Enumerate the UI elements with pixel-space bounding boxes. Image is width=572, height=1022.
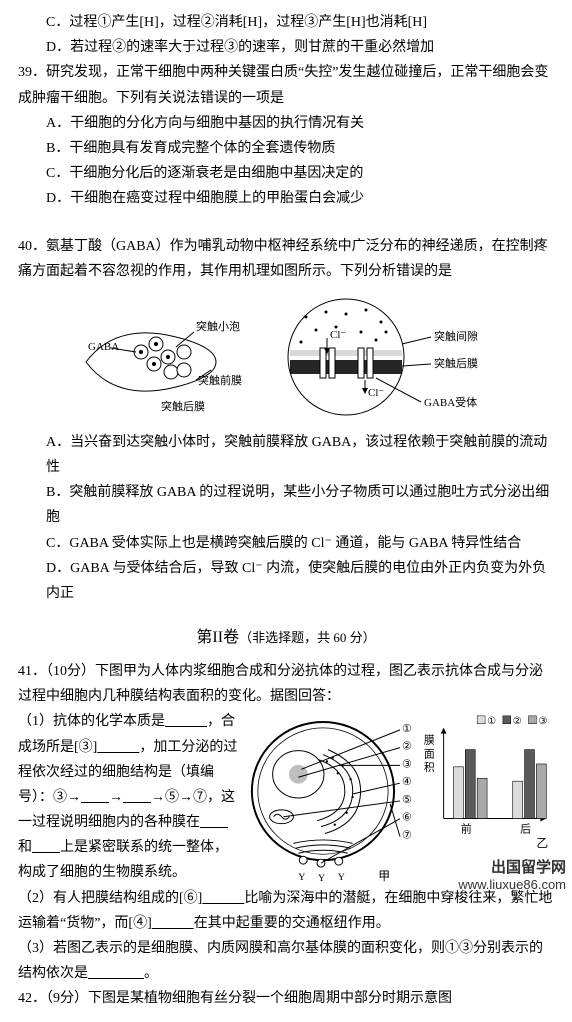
svg-text:⑤: ⑤: [402, 794, 412, 806]
svg-text:甲: 甲: [378, 869, 390, 883]
q40-option-a: A．当兴奋到达突触小体时，突触前膜释放 GABA，该过程依赖于突触前膜的流动性: [18, 430, 554, 480]
q40: 40．氨基丁酸（GABA）作为哺乳动物中枢神经系统中广泛分布的神经递质，在控制疼…: [18, 234, 554, 284]
q40-diagram: GABA 突触小泡 突触前膜 突触后膜 Cl⁻ Cl⁻ 突触间隙 突触后膜 GA…: [76, 292, 496, 422]
svg-text:③: ③: [538, 716, 547, 727]
svg-text:④: ④: [402, 777, 412, 789]
q38-option-c: C．过程①产生[H]，过程②消耗[H]，过程③产生[H]也消耗[H]: [18, 10, 554, 35]
section2-title: 第II卷（非选择题，共 60 分）: [18, 624, 554, 653]
label-pre-mem: 突触前膜: [198, 373, 242, 387]
q39-option-a: A．干细胞的分化方向与细胞中基因的执行情况有关: [18, 111, 554, 136]
svg-text:②: ②: [402, 741, 412, 753]
svg-text:积: 积: [424, 761, 435, 774]
q41-num: 41．: [18, 664, 46, 679]
q39-stem: 研究发现，正常干细胞中两种关键蛋白质“失控”发生越位碰撞后，正常干细胞会变成肿瘤…: [18, 65, 548, 105]
q40-option-c: C．GABA 受体实际上也是横跨突触后膜的 Cl⁻ 通道，能与 GABA 特异性…: [18, 531, 554, 556]
q42-num: 42．: [18, 991, 46, 1006]
svg-text:①: ①: [402, 723, 412, 735]
q38-option-d: D．若过程②的速率大于过程③的速率，则甘蔗的干重必然增加: [18, 35, 554, 60]
label-post-mem-l: 突触后膜: [161, 399, 205, 413]
svg-text:后: 后: [520, 823, 531, 836]
q39-option-c: C．干细胞分化后的逐渐衰老是由细胞中基因决定的: [18, 161, 554, 186]
q39: 39．研究发现，正常干细胞中两种关键蛋白质“失控”发生越位碰撞后，正常干细胞会变…: [18, 60, 554, 110]
q42-points: （9分）: [46, 991, 88, 1006]
label-receptor: GABA受体: [424, 395, 477, 409]
label-post-mem-r: 突触后膜: [434, 356, 478, 370]
q40-num: 40．: [18, 239, 46, 254]
q42: 42．（9分）下图是某植物细胞有丝分裂一个细胞周期中部分时期示意图: [18, 986, 554, 1011]
q39-option-b: B．干细胞具有发育成完整个体的全套遗传物质: [18, 136, 554, 161]
svg-text:乙: 乙: [536, 836, 548, 850]
svg-text:Y: Y: [338, 872, 345, 883]
label-cleft: 突触间隙: [434, 329, 478, 343]
svg-text:面: 面: [424, 749, 435, 761]
q40-stem: 氨基丁酸（GABA）作为哺乳动物中枢神经系统中广泛分布的神经递质，在控制疼痛方面…: [18, 239, 548, 279]
svg-text:Y: Y: [318, 873, 325, 884]
q41-p3: （3）若图乙表示的是细胞膜、内质网膜和高尔基体膜的面积变化，则①③分别表示的结构…: [18, 936, 554, 986]
q41-cell-diagram: Y Y Y ① ② ③ ④ ⑤ ⑥ ⑦ 甲: [244, 709, 412, 884]
q41-text: （1）抗体的化学本质是 ，合成场所是[③] ，加工分泌的过程依次经过的细胞结构是…: [18, 709, 238, 885]
q39-num: 39．: [18, 65, 46, 80]
q41-points: （10分）: [46, 664, 95, 679]
svg-text:⑥: ⑥: [402, 812, 412, 824]
svg-text:①: ①: [487, 716, 496, 727]
label-cl-top: Cl⁻: [330, 329, 346, 341]
q39-option-d: D．干细胞在癌变过程中细胞膜上的甲胎蛋白会减少: [18, 186, 554, 211]
q41-stem: 41．（10分）下图甲为人体内浆细胞合成和分泌抗体的过程，图乙表示抗体合成与分泌…: [18, 659, 554, 709]
svg-text:Y: Y: [298, 872, 305, 883]
label-gaba-left: GABA: [88, 341, 119, 353]
svg-text:膜: 膜: [424, 734, 435, 747]
q40-option-d: D．GABA 与受体结合后，导致 Cl⁻ 内流，使突触后膜的电位由外正内负变为外…: [18, 556, 554, 606]
svg-text:前: 前: [461, 822, 472, 836]
q41-bar-chart: 膜面积前 后 ① ② ③ 乙: [416, 709, 554, 854]
svg-text:⑦: ⑦: [402, 830, 412, 842]
svg-text:③: ③: [402, 759, 412, 771]
svg-text:②: ②: [513, 716, 522, 727]
label-cl-bot: Cl⁻: [368, 387, 384, 399]
label-vesicle: 突触小泡: [196, 319, 240, 333]
q40-option-b: B．突触前膜释放 GABA 的过程说明，某些小分子物质可以通过胞吐方式分泌出细胞: [18, 480, 554, 530]
q42-stem: 下图是某植物细胞有丝分裂一个细胞周期中部分时期示意图: [88, 991, 452, 1006]
watermark: 出国留学网 www.liuxue86.com: [458, 858, 566, 894]
